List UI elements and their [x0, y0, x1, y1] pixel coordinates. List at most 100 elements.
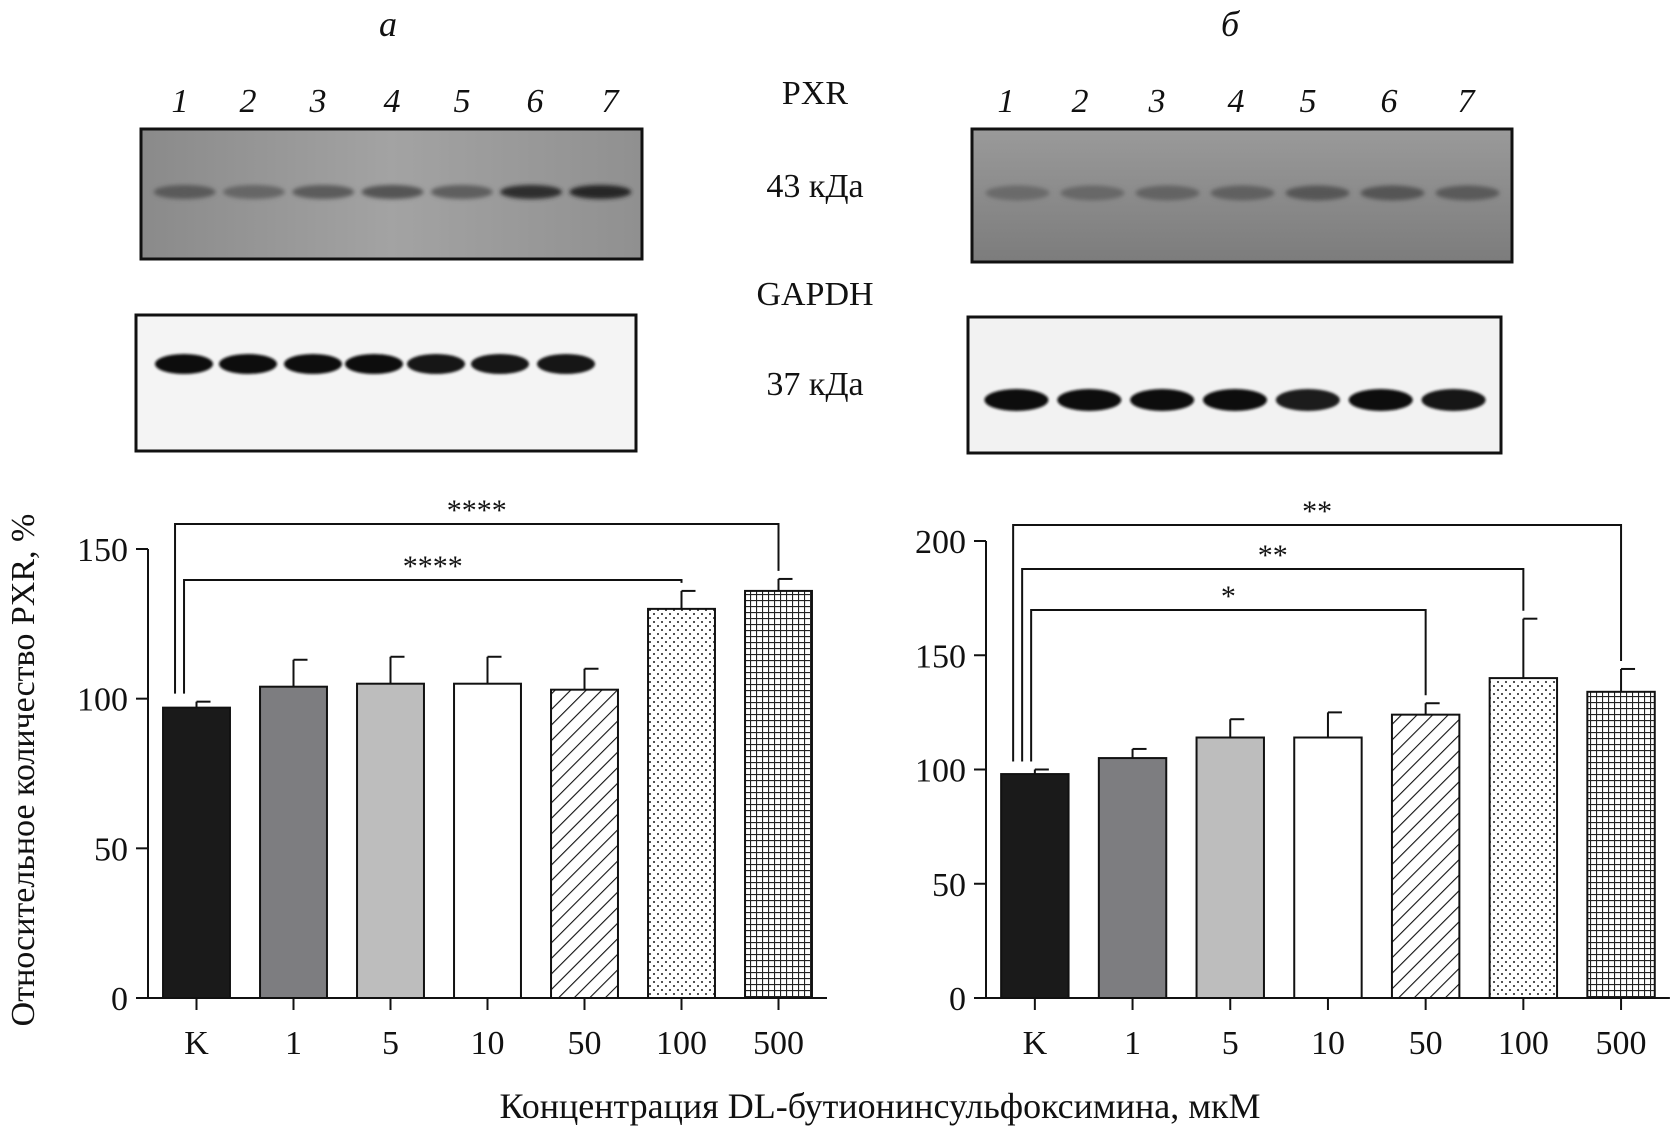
bar [1293, 736, 1363, 999]
x-tick-label: K [184, 1025, 209, 1062]
bar [744, 589, 813, 999]
lane-number-b: 6 [1381, 83, 1398, 120]
gapdh-band [1130, 389, 1195, 411]
gapdh-band [1421, 389, 1486, 411]
significance-label: **** [403, 550, 463, 583]
pxr-band [1435, 185, 1500, 201]
significance-label: ** [1302, 495, 1332, 528]
chart-a: **** **** 0 50 100 150 K 1 5 10 50 100 500 [77, 494, 827, 1062]
bar [1097, 757, 1168, 1000]
lane-number-a: 2 [240, 83, 257, 120]
x-tick-label: K [1023, 1025, 1048, 1062]
pxr-band [430, 185, 493, 199]
significance-bracket [1021, 568, 1525, 762]
panel-label-b: б [1221, 4, 1241, 44]
x-tick-label: 5 [382, 1025, 399, 1062]
lane-number-b: 5 [1300, 83, 1317, 120]
gapdh-band [155, 354, 213, 374]
y-tick-label: 50 [94, 831, 128, 868]
bar [647, 607, 716, 999]
gapdh-band [407, 354, 465, 374]
significance-bracket [1012, 524, 1623, 762]
protein-label-pxr: PXR [782, 75, 848, 112]
y-tick-label: 150 [915, 638, 966, 675]
lane-number-b: 1 [998, 83, 1015, 120]
significance-bracket [1030, 609, 1427, 762]
bar [259, 685, 328, 1000]
gapdh-band [284, 354, 342, 374]
mass-label-37: 37 кДа [766, 366, 863, 403]
pxr-band [1135, 185, 1200, 201]
mass-label-43: 43 кДа [766, 168, 863, 205]
pxr-band [361, 185, 424, 199]
pxr-band [222, 185, 285, 199]
x-tick-label: 5 [1222, 1025, 1239, 1062]
lane-numbers-b: 1 2 3 4 5 6 7 [998, 83, 1477, 120]
lane-number-a: 5 [454, 83, 471, 120]
y-tick-label: 150 [77, 532, 128, 569]
bar [550, 688, 619, 999]
bar [1390, 713, 1461, 999]
pxr-band [985, 185, 1050, 201]
gapdh-band [1275, 389, 1340, 411]
x-tick-label: 100 [1498, 1025, 1549, 1062]
pxr-band [1060, 185, 1125, 201]
x-axis-label: Концентрация DL-бутионинсульфоксимина, м… [500, 1086, 1261, 1126]
x-tick-label: 500 [1596, 1025, 1647, 1062]
pxr-band [500, 185, 563, 199]
pxr-band [1285, 185, 1350, 201]
lane-number-b: 4 [1228, 83, 1245, 120]
y-axis-label: Относительное количество PXR, % [5, 514, 42, 1027]
bar [1488, 677, 1559, 999]
pxr-band [569, 185, 632, 199]
gapdh-band [537, 354, 595, 374]
lane-number-a: 7 [602, 83, 621, 120]
x-tick-label: 1 [285, 1025, 302, 1062]
y-tick-label: 100 [915, 753, 966, 790]
x-tick-label: 50 [568, 1025, 602, 1062]
significance-label: **** [447, 494, 507, 527]
y-tick-label: 100 [77, 682, 128, 719]
y-tick-label: 50 [932, 867, 966, 904]
bar [1195, 736, 1265, 999]
x-tick-label: 500 [753, 1025, 804, 1062]
bar [356, 682, 425, 999]
gapdh-band [471, 354, 529, 374]
blot-gapdh-b [966, 315, 1503, 455]
bar [1000, 773, 1070, 999]
blot-pxr-a [139, 127, 644, 261]
y-tick-label: 0 [111, 981, 128, 1018]
pxr-band [1360, 185, 1425, 201]
gapdh-band [219, 354, 277, 374]
significance-label: ** [1258, 539, 1288, 572]
blot-pxr-b [970, 127, 1514, 264]
bar [453, 682, 522, 999]
gapdh-band [1203, 389, 1267, 411]
bar [1586, 690, 1656, 999]
significance-label: * [1221, 580, 1236, 613]
lane-number-b: 7 [1458, 83, 1477, 120]
lane-number-a: 3 [309, 83, 327, 120]
gapdh-band [1348, 389, 1413, 411]
lane-numbers-a: 1 2 3 4 5 6 7 [172, 83, 621, 120]
y-tick-label: 200 [915, 524, 966, 561]
pxr-band [153, 185, 216, 199]
x-tick-label: 1 [1124, 1025, 1141, 1062]
gapdh-band [984, 389, 1049, 411]
lane-number-a: 6 [527, 83, 544, 120]
y-tick-label: 0 [949, 981, 966, 1018]
lane-number-b: 2 [1072, 83, 1089, 120]
gapdh-band [1057, 389, 1122, 411]
lane-number-b: 3 [1148, 83, 1166, 120]
significance-bracket [183, 579, 683, 694]
x-tick-label: 10 [1311, 1025, 1345, 1062]
significance-bracket [174, 523, 780, 694]
pxr-band [292, 185, 355, 199]
protein-label-gapdh: GAPDH [756, 276, 873, 313]
lane-number-a: 1 [172, 83, 189, 120]
blot-gapdh-a [134, 313, 638, 453]
x-tick-label: 50 [1409, 1025, 1443, 1062]
x-tick-label: 10 [471, 1025, 505, 1062]
